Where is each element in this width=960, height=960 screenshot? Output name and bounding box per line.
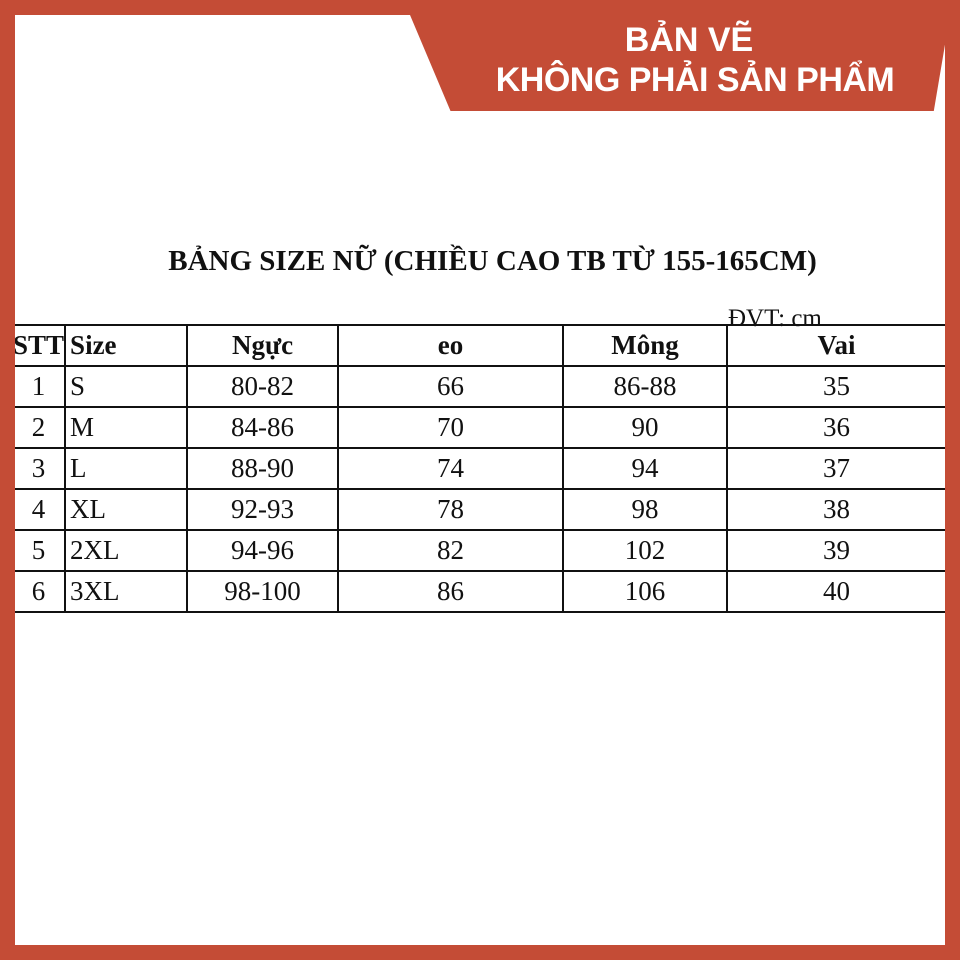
column-header: Size [64,324,189,367]
table-cell: 94-96 [186,529,340,572]
banner-line-1: BẢN VẼ [624,21,754,59]
table-cell: 90 [562,406,729,449]
table-cell: 38 [726,488,945,531]
table-title: BẢNG SIZE NỮ (CHIỀU CAO TB TỪ 155-165CM) [168,245,817,277]
table-cell: 2 [15,406,67,449]
table-cell: 70 [337,406,565,449]
table-row: 3 L 88-90 74 94 37 [15,447,945,490]
table-cell: 40 [726,570,945,613]
banner-line-2: KHÔNG PHẢI SẢN PHẨM [495,61,895,99]
table-cell: 84-86 [186,406,340,449]
column-header: eo [337,324,565,367]
table-cell: 92-93 [186,488,340,531]
table-row: 2 M 84-86 70 90 36 [15,406,945,449]
table-cell: 1 [15,365,67,408]
table-cell: 86 [337,570,565,613]
table-cell: 37 [726,447,945,490]
column-header: Ngực [186,324,340,367]
table-row: 1 S 80-82 66 86-88 35 [15,365,945,408]
table-cell: 78 [337,488,565,531]
watermark-banner: BẢN VẼ KHÔNG PHẢI SẢN PHẨM [410,15,945,111]
table-cell: 80-82 [186,365,340,408]
table-cell: 74 [337,447,565,490]
column-header: Mông [562,324,729,367]
table-cell: 98-100 [186,570,340,613]
table-cell: L [64,447,189,490]
table-cell: 98 [562,488,729,531]
size-table: STT Size Ngực eo Mông Vai 1 S 80-82 66 86-88 35 2 M 84… [15,324,945,613]
table-cell: 82 [337,529,565,572]
table-cell: 36 [726,406,945,449]
table-cell: 35 [726,365,945,408]
table-cell: 6 [15,570,67,613]
table-cell: 39 [726,529,945,572]
column-header: Vai [726,324,945,367]
table-cell: XL [64,488,189,531]
table-cell: M [64,406,189,449]
table-cell: 2XL [64,529,189,572]
table-row: 5 2XL 94-96 82 102 39 [15,529,945,572]
table-cell: 66 [337,365,565,408]
table-row: 6 3XL 98-100 86 106 40 [15,570,945,613]
table-cell: 3XL [64,570,189,613]
table-cell: 5 [15,529,67,572]
table-cell: 86-88 [562,365,729,408]
table-cell: 88-90 [186,447,340,490]
table-cell: 94 [562,447,729,490]
table-cell: 102 [562,529,729,572]
table-cell: 106 [562,570,729,613]
page: BẢN VẼ KHÔNG PHẢI SẢN PHẨM BẢNG SIZE NỮ … [15,15,945,945]
column-header: STT [15,324,67,367]
table-row: 4 XL 92-93 78 98 38 [15,488,945,531]
table-cell: 3 [15,447,67,490]
table-header-row: STT Size Ngực eo Mông Vai [15,324,945,367]
table-cell: 4 [15,488,67,531]
table-cell: S [64,365,189,408]
